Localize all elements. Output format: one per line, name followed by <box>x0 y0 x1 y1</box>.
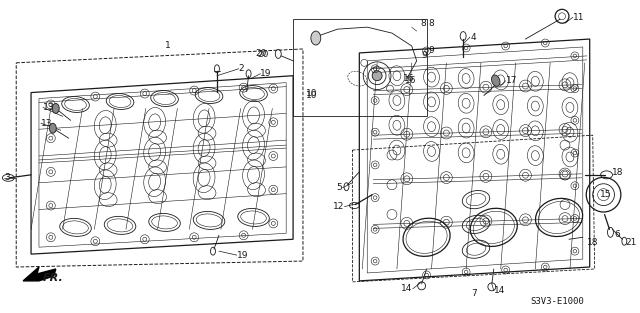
Text: 13: 13 <box>41 119 52 128</box>
Text: 19: 19 <box>260 69 272 78</box>
Text: 4: 4 <box>470 33 476 42</box>
Text: 8: 8 <box>420 19 426 28</box>
Text: 2: 2 <box>239 64 244 73</box>
Text: 16: 16 <box>405 76 416 85</box>
Ellipse shape <box>49 123 56 133</box>
Text: FR.: FR. <box>43 273 63 283</box>
Text: 13: 13 <box>43 103 54 112</box>
Text: 18: 18 <box>587 238 598 247</box>
Ellipse shape <box>311 31 321 45</box>
Text: 11: 11 <box>573 13 584 22</box>
Text: 15: 15 <box>600 190 611 199</box>
Text: 20: 20 <box>257 50 268 59</box>
Text: 9: 9 <box>429 46 435 55</box>
Text: 14: 14 <box>401 284 413 293</box>
Text: 16: 16 <box>403 74 414 83</box>
Text: 12: 12 <box>333 202 344 211</box>
Circle shape <box>598 189 609 201</box>
Text: 17: 17 <box>506 76 517 85</box>
Text: 1: 1 <box>164 42 170 50</box>
Polygon shape <box>23 267 56 281</box>
Text: 10: 10 <box>306 89 317 98</box>
Text: 10: 10 <box>306 91 317 100</box>
Ellipse shape <box>492 75 500 86</box>
Text: 5: 5 <box>337 183 342 192</box>
Text: S3V3-E1000: S3V3-E1000 <box>531 297 584 306</box>
Text: 21: 21 <box>625 238 637 247</box>
Text: 9: 9 <box>422 51 428 60</box>
Text: 20: 20 <box>255 49 266 59</box>
Ellipse shape <box>52 104 60 113</box>
Text: 14: 14 <box>494 286 505 295</box>
Text: 8: 8 <box>429 19 435 28</box>
Text: 3: 3 <box>4 173 10 182</box>
Text: 7: 7 <box>471 289 477 298</box>
Text: 18: 18 <box>611 168 623 177</box>
Text: 19: 19 <box>237 251 248 259</box>
Text: 6: 6 <box>614 230 620 239</box>
Bar <box>293 19 427 116</box>
Circle shape <box>372 71 382 81</box>
